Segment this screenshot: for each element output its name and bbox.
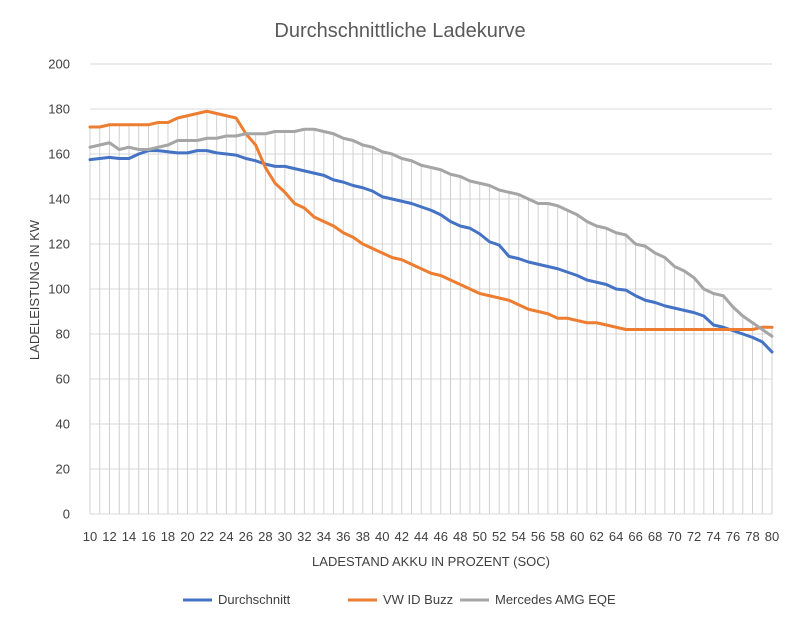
x-tick-label: 30 (278, 529, 292, 544)
drop-lines (89, 111, 773, 514)
x-tick-label: 28 (258, 529, 272, 544)
x-tick-label: 14 (122, 529, 136, 544)
y-tick-label: 80 (56, 327, 70, 342)
legend-label: Durchschnitt (218, 592, 291, 607)
x-tick-label: 58 (550, 529, 564, 544)
x-tick-label: 80 (765, 529, 779, 544)
x-tick-label: 60 (570, 529, 584, 544)
y-tick-label: 0 (63, 507, 70, 522)
x-tick-label: 24 (219, 529, 233, 544)
x-tick-label: 74 (706, 529, 720, 544)
y-tick-label: 20 (56, 462, 70, 477)
x-tick-label: 32 (297, 529, 311, 544)
x-tick-label: 42 (395, 529, 409, 544)
legend-label: Mercedes AMG EQE (495, 592, 616, 607)
x-axis-label: LADESTAND AKKU IN PROZENT (SOC) (312, 554, 550, 569)
x-axis-ticks: 10 12 14 16 18 20 22 24 26 28 30 32 34 36 38 40 42 44 46 48… (83, 529, 779, 544)
y-tick-label: 60 (56, 372, 70, 387)
y-axis-ticks: 0 20 40 60 80 100 120 140 160 180 200 (48, 57, 70, 522)
y-axis-label: LADELEISTUNG IN KW (27, 219, 42, 360)
x-tick-label: 62 (589, 529, 603, 544)
series-line-mercedes (88, 127, 774, 338)
x-tick-label: 66 (628, 529, 642, 544)
x-tick-label: 48 (453, 529, 467, 544)
x-tick-label: 44 (414, 529, 428, 544)
x-tick-label: 76 (726, 529, 740, 544)
series-line-durchschnitt (88, 149, 774, 354)
y-tick-label: 40 (56, 417, 70, 432)
x-tick-label: 34 (317, 529, 331, 544)
x-tick-label: 70 (667, 529, 681, 544)
y-tick-label: 120 (48, 237, 70, 252)
x-tick-label: 40 (375, 529, 389, 544)
y-tick-label: 180 (48, 102, 70, 117)
legend-label: VW ID Buzz (383, 592, 453, 607)
y-tick-label: 160 (48, 147, 70, 162)
x-tick-label: 50 (472, 529, 486, 544)
x-tick-label: 64 (609, 529, 623, 544)
x-tick-label: 22 (200, 529, 214, 544)
x-tick-label: 78 (745, 529, 759, 544)
chart-title: Durchschnittliche Ladekurve (274, 20, 525, 42)
y-tick-label: 200 (48, 57, 70, 72)
x-tick-label: 10 (83, 529, 97, 544)
x-tick-label: 38 (356, 529, 370, 544)
x-tick-label: 16 (141, 529, 155, 544)
x-tick-label: 12 (102, 529, 116, 544)
x-tick-label: 20 (180, 529, 194, 544)
y-tick-label: 140 (48, 192, 70, 207)
y-tick-label: 100 (48, 282, 70, 297)
legend: Durchschnitt VW ID Buzz Mercedes AMG EQE (183, 592, 616, 607)
x-tick-label: 52 (492, 529, 506, 544)
x-tick-label: 54 (511, 529, 525, 544)
series-line-vw (88, 109, 774, 331)
x-tick-label: 18 (161, 529, 175, 544)
x-tick-label: 68 (648, 529, 662, 544)
x-tick-label: 56 (531, 529, 545, 544)
x-tick-label: 46 (434, 529, 448, 544)
x-tick-label: 36 (336, 529, 350, 544)
x-tick-label: 26 (239, 529, 253, 544)
x-tick-label: 72 (687, 529, 701, 544)
series-lines (88, 109, 774, 354)
